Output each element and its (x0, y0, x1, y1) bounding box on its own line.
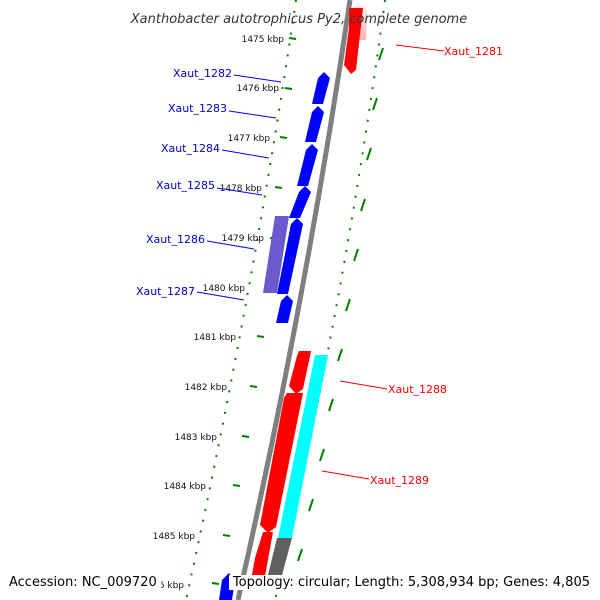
scale-label: 1478 kbp (220, 184, 263, 194)
gene-arrow-xaut-1282[interactable] (312, 72, 330, 104)
scale-tick (249, 385, 258, 388)
scale-tick (279, 136, 288, 139)
gene-arrow-xaut-1289[interactable] (260, 393, 303, 533)
gene-label-xaut-1288[interactable]: Xaut_1288 (388, 383, 447, 396)
leader-xaut-1282 (233, 74, 282, 83)
gene-arrow-xaut-1283[interactable] (305, 106, 324, 142)
label-leaders (196, 44, 445, 480)
gene-arrow-xaut-1281[interactable] (344, 8, 363, 74)
scale-tick (232, 484, 241, 487)
forward-strand-features (251, 0, 368, 580)
scale-label: 1480 kbp (203, 284, 246, 294)
gene-label-xaut-1281[interactable]: Xaut_1281 (444, 45, 503, 58)
map-title: Xanthobacter autotrophicus Py2, complete… (130, 12, 467, 27)
leader-xaut-1285 (216, 187, 263, 196)
purple-feature[interactable] (263, 216, 289, 293)
scale-labels: 1475 kbp 1476 kbp 1477 kbp 1478 kbp 1479… (142, 35, 285, 591)
scale-tick (284, 87, 293, 90)
genome-backbone (235, 0, 353, 600)
leader-xaut-1281 (395, 44, 445, 52)
scale-label: 1485 kbp (153, 532, 196, 542)
scale-label: 1479 kbp (222, 234, 265, 244)
gene-arrow-xaut-1288[interactable] (289, 351, 311, 394)
gene-arrow-xaut-1285[interactable] (289, 186, 311, 218)
gene-label-xaut-1285[interactable]: Xaut_1285 (156, 179, 215, 192)
gene-labels: Xaut_1281 Xaut_1282 Xaut_1283 Xaut_1284 … (136, 45, 503, 487)
gene-label-xaut-1289[interactable]: Xaut_1289 (370, 474, 429, 487)
gene-arrow-xaut-1287[interactable] (276, 295, 293, 323)
scale-tick (256, 335, 265, 338)
accession-text: Accession: NC_009720 (9, 575, 161, 590)
gene-arrow-xaut-1284[interactable] (297, 144, 318, 186)
leader-xaut-1284 (221, 149, 270, 159)
reverse-strand-features (219, 72, 330, 600)
scale-label: 1483 kbp (175, 433, 218, 443)
scale-label: 1481 kbp (194, 333, 237, 343)
gene-label-xaut-1284[interactable]: Xaut_1284 (161, 142, 220, 155)
scale-tick (241, 435, 250, 438)
gene-label-xaut-1286[interactable]: Xaut_1286 (146, 233, 205, 246)
leader-xaut-1283 (228, 110, 277, 119)
scale-tick (222, 534, 231, 537)
gene-label-xaut-1283[interactable]: Xaut_1283 (168, 102, 227, 115)
leader-xaut-1288 (339, 380, 388, 390)
gene-arrow-xaut-1289-part[interactable] (251, 532, 273, 580)
leader-xaut-1287 (196, 291, 245, 301)
scale-tick (211, 582, 220, 585)
scale-label: 1476 kbp (237, 84, 280, 94)
scale-tick (288, 37, 297, 40)
genome-summary-text: Topology: circular; Length: 5,308,934 bp… (228, 575, 590, 590)
grey-feature[interactable] (268, 538, 292, 575)
scale-label: 1486 kbp (142, 581, 185, 591)
gene-label-xaut-1282[interactable]: Xaut_1282 (173, 67, 232, 80)
scale-label: 1482 kbp (185, 383, 228, 393)
scale-label: 1484 kbp (164, 482, 207, 492)
cyan-feature[interactable] (278, 355, 328, 538)
scale-label: 1475 kbp (242, 35, 285, 45)
scale-label: 1477 kbp (228, 134, 271, 144)
outer-ticks (297, 47, 384, 562)
gene-label-xaut-1287[interactable]: Xaut_1287 (136, 285, 195, 298)
gene-arrow-xaut-1286[interactable] (277, 218, 303, 294)
scale-tick (274, 186, 283, 189)
leader-xaut-1286 (206, 240, 255, 250)
leader-xaut-1289 (321, 470, 370, 480)
